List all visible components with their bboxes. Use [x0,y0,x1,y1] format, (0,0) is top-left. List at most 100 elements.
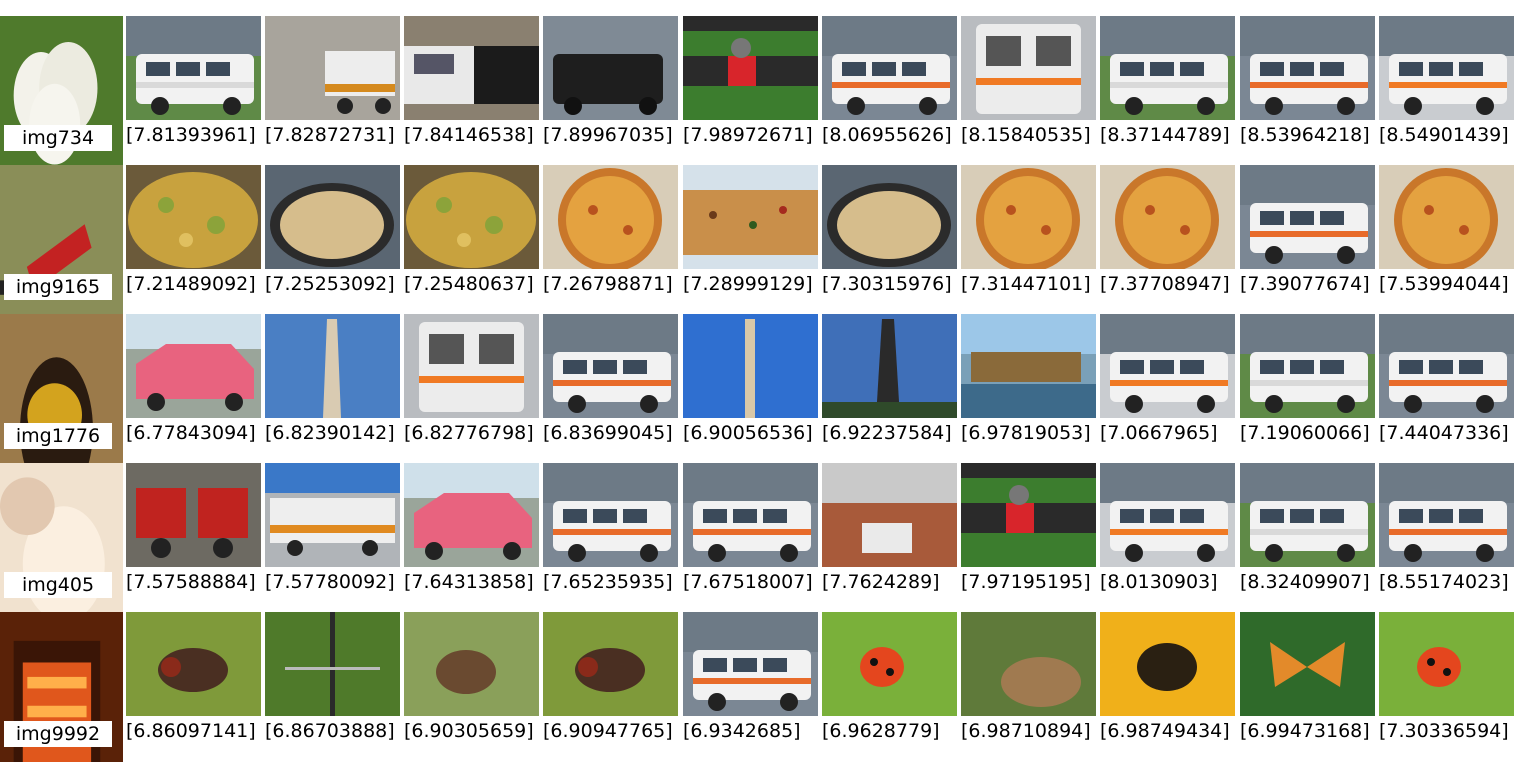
houseboat-photo [961,314,1096,418]
similarity-score-label: [6.90056536] [683,420,818,446]
result-image-cell: [7.0667965] [1100,314,1235,446]
result-image-cell: [8.0130903] [1100,463,1235,595]
result-image-cell: [7.84146538] [404,16,539,148]
result-image-cell: [7.57588884] [126,463,261,595]
similarity-score-label: [7.89967035] [543,122,678,148]
similarity-score-label: [7.44047336] [1379,420,1514,446]
query-image-label: img9165 [4,274,112,300]
result-image-cell: [7.7624289] [822,463,957,595]
similarity-score-label: [6.86703888] [265,718,400,744]
query-image-cell: img9992 [0,612,135,762]
result-image-cell: [8.15840535] [961,16,1096,148]
similarity-score-label: [7.82872731] [265,122,400,148]
result-image-cell: [8.32409907] [1240,463,1375,595]
result-image-cell: [7.65235935] [543,463,678,595]
casserole-photo [404,165,539,269]
similarity-score-label: [6.98749434] [1100,718,1235,744]
result-image-cell: [6.77843094] [126,314,261,446]
result-image-cell: [6.92237584] [822,314,957,446]
similarity-score-label: [7.64313858] [404,569,539,595]
similarity-score-label: [6.90947765] [543,718,678,744]
similarity-score-label: [7.19060066] [1240,420,1375,446]
result-image-cell: [6.82776798] [404,314,539,446]
pink-car-photo [404,463,539,567]
rickshaw-photo [126,463,261,567]
query-image-cell: img9165 [0,165,135,315]
result-image-cell: [7.39077674] [1240,165,1375,297]
pizza-photo [543,165,678,269]
result-image-cell: [7.89967035] [543,16,678,148]
similarity-score-label: [6.82776798] [404,420,539,446]
result-image-cell: [7.67518007] [683,463,818,595]
result-image-cell: [7.21489092] [126,165,261,297]
similarity-score-label: [7.57588884] [126,569,261,595]
similarity-score-label: [8.15840535] [961,122,1096,148]
similarity-score-label: [7.67518007] [683,569,818,595]
result-image-cell: [6.90947765] [543,612,678,744]
ambulance-photo [1379,16,1514,120]
result-image-cell: [7.25253092] [265,165,400,297]
result-row: img9992 [6.86097141] [6.86703888] [6.903056… [0,612,1536,762]
query-image-cell: img1776 [0,314,135,464]
ambulance-photo [1100,463,1235,567]
police-van-photo [683,463,818,567]
similarity-score-label: [6.90305659] [404,718,539,744]
similarity-score-label: [7.65235935] [543,569,678,595]
fly-photo [126,612,261,716]
result-image-cell: [6.99473168] [1240,612,1375,744]
pizza-photo [961,165,1096,269]
similarity-score-label: [7.97195195] [961,569,1096,595]
similarity-score-label: [7.26798871] [543,271,678,297]
similarity-score-label: [7.30336594] [1379,718,1514,744]
similarity-score-label: [6.9628779] [822,718,957,744]
result-image-cell: [6.86097141] [126,612,261,744]
similarity-score-label: [7.53994044] [1379,271,1514,297]
bee-yellow-photo [1100,612,1235,716]
result-image-cell: [7.53994044] [1379,165,1514,297]
pink-car-photo [126,314,261,418]
similarity-score-label: [7.84146538] [404,122,539,148]
similarity-score-label: [8.54901439] [1379,122,1514,148]
similarity-score-label: [6.99473168] [1240,718,1375,744]
similarity-score-label: [8.37144789] [1100,122,1235,148]
result-image-cell: [7.25480637] [404,165,539,297]
dog-grass-photo [404,612,539,716]
similarity-score-label: [6.98710894] [961,718,1096,744]
result-row: img405 [7.57588884] [7.57780092] [7.6431385… [0,463,1536,613]
similarity-score-label: [6.92237584] [822,420,957,446]
result-image-cell: [7.19060066] [1240,314,1375,446]
go-kart-photo [961,463,1096,567]
result-image-cell: [7.26798871] [543,165,678,297]
ladybug-photo [822,612,957,716]
similarity-score-label: [7.30315976] [822,271,957,297]
similarity-score-label: [7.57780092] [265,569,400,595]
result-image-cell: [7.82872731] [265,16,400,148]
similarity-score-label: [7.25480637] [404,271,539,297]
result-image-cell: [7.57780092] [265,463,400,595]
casserole-photo [126,165,261,269]
query-image-cell: img405 [0,463,135,613]
result-image-cell: [7.98972671] [683,16,818,148]
result-row: img734 [7.81393961] [7.82872731] [7.841465… [0,16,1536,166]
black-suv-photo [543,16,678,120]
result-image-cell: [7.28999129] [683,165,818,297]
result-image-cell: [6.9628779] [822,612,957,744]
similarity-score-label: [6.86097141] [126,718,261,744]
similarity-score-label: [8.32409907] [1240,569,1375,595]
police-van-photo [1240,16,1375,120]
obelisk-dark-photo [822,314,957,418]
similarity-score-label: [7.25253092] [265,271,400,297]
similarity-score-label: [7.98972671] [683,122,818,148]
police-van-photo [1379,463,1514,567]
house-truck-photo [822,463,957,567]
similarity-score-label: [6.82390142] [265,420,400,446]
result-image-cell: [6.86703888] [265,612,400,744]
tower-photo [683,314,818,418]
similarity-score-label: [7.37708947] [1100,271,1235,297]
bus-photo [265,463,400,567]
result-image-cell: [8.55174023] [1379,463,1514,595]
result-image-cell: [7.31447101] [961,165,1096,297]
query-image-cell: img734 [0,16,135,166]
similarity-score-label: [7.81393961] [126,122,261,148]
